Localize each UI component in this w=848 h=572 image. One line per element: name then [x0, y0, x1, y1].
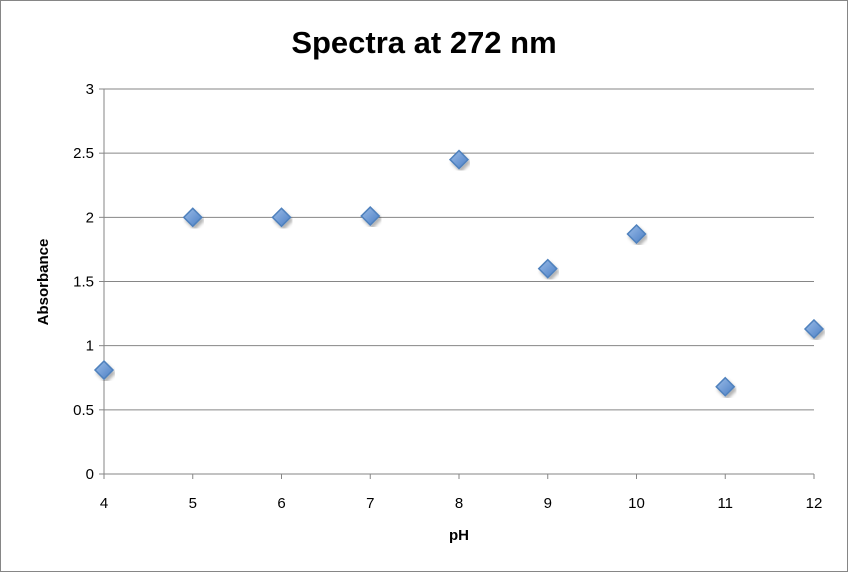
y-tick-label: 3	[86, 81, 94, 98]
x-axis-label: pH	[449, 527, 469, 544]
data-point	[182, 207, 203, 228]
data-point	[271, 207, 292, 228]
x-tick-label: 11	[717, 495, 733, 512]
data-point	[715, 376, 736, 397]
x-tick-label: 5	[189, 495, 197, 512]
x-tick-label: 10	[628, 495, 645, 512]
data-point	[93, 359, 115, 381]
y-axis-label: Absorbance	[35, 239, 52, 326]
y-tick-label: 0.5	[73, 402, 94, 419]
y-tick-label: 1	[86, 338, 94, 355]
x-tick-label: 9	[544, 495, 552, 512]
data-point	[360, 205, 381, 227]
x-tick-label: 7	[366, 495, 374, 512]
y-tick-label: 2	[86, 209, 94, 226]
data-point	[626, 223, 647, 245]
x-tick-label: 12	[806, 495, 823, 512]
data-point	[537, 258, 558, 279]
data-point	[448, 149, 470, 170]
x-tick-label: 4	[100, 495, 108, 512]
chart-title: Spectra at 272 nm	[291, 25, 556, 60]
x-tick-label: 6	[277, 495, 285, 512]
x-tick-label: 8	[455, 495, 463, 512]
y-tick-label: 2.5	[73, 145, 94, 162]
data-point	[803, 318, 825, 340]
y-tick-label: 0	[86, 466, 94, 483]
y-tick-label: 1.5	[73, 274, 94, 291]
